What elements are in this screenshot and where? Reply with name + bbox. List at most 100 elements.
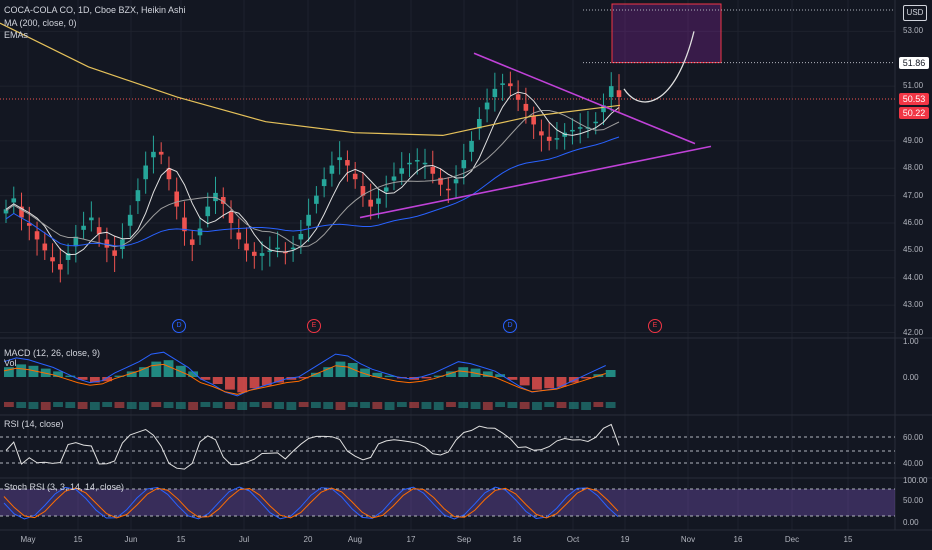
event-marker[interactable]: D — [172, 319, 186, 333]
macd-histogram-bar — [347, 363, 358, 377]
candle-body — [220, 197, 226, 204]
volume-bar — [28, 402, 39, 409]
time-tick: Nov — [680, 535, 696, 544]
symbol-title: COCA-COLA CO, 1D, Cboe BZX, Heikin Ashi — [4, 5, 186, 15]
macd-line — [3, 351, 606, 397]
volume-bar — [139, 402, 149, 410]
candle-body — [81, 225, 86, 230]
candle-body — [205, 206, 211, 217]
volume-bar — [433, 402, 444, 410]
volume-bar — [372, 402, 383, 409]
time-tick: Jun — [124, 535, 138, 544]
volume-bar — [482, 402, 493, 410]
macd-histogram-bar — [89, 377, 100, 383]
candle-body — [314, 195, 319, 204]
candle-body — [399, 168, 405, 174]
price-tick: 48.00 — [903, 163, 924, 173]
volume-bar — [212, 402, 223, 408]
macd-histogram-bar — [581, 377, 591, 379]
candle-body — [151, 151, 156, 158]
candle-body — [593, 121, 599, 124]
macd-histogram-bar — [556, 377, 567, 387]
event-marker[interactable]: D — [503, 319, 517, 333]
volume-bar — [102, 402, 113, 407]
candle-body — [570, 129, 575, 132]
macd-histogram-bar — [544, 377, 555, 389]
event-marker[interactable]: E — [648, 319, 662, 333]
candle-body — [244, 243, 249, 251]
volume-bar — [261, 402, 272, 408]
grid-lines — [0, 0, 932, 531]
volume-bar — [163, 402, 174, 408]
volume-bar — [495, 402, 506, 407]
triangle-upper-line — [473, 52, 696, 145]
macd-histogram-bar — [139, 367, 149, 377]
macd-histogram-bar — [446, 371, 456, 377]
candle-body — [104, 239, 110, 248]
ma-legend[interactable]: MA (200, close, 0) — [4, 18, 77, 28]
volume-bar — [556, 402, 567, 408]
volume-bar — [323, 402, 334, 409]
macd-histogram-bar — [458, 367, 469, 377]
candle-body — [290, 247, 296, 250]
projection-path — [623, 31, 695, 103]
volume-bar — [126, 402, 137, 409]
volume-bar — [568, 402, 579, 409]
macd-histogram-bar — [421, 377, 432, 379]
candle-body — [112, 250, 117, 256]
volume-bar — [16, 402, 27, 408]
price-tick: 51.00 — [903, 81, 924, 91]
candle-body — [515, 94, 521, 100]
macd-histogram-bar — [212, 377, 223, 384]
volume-bar — [40, 402, 51, 410]
price-tick: 43.00 — [903, 300, 924, 310]
volume-bar — [532, 402, 542, 410]
volume-bar — [4, 402, 14, 407]
time-tick: May — [20, 535, 36, 544]
candle-body — [65, 253, 71, 260]
time-tick: Dec — [784, 535, 800, 544]
candle-body — [329, 165, 335, 174]
stoch-title[interactable]: Stoch RSI (3, 3, 14, 14, close) — [4, 482, 125, 492]
rsi-title[interactable]: RSI (14, close) — [4, 419, 64, 429]
candle-body — [189, 239, 195, 245]
stoch-d-line — [3, 487, 619, 519]
candle-body — [616, 90, 622, 98]
candle-body — [422, 162, 428, 165]
candle-body — [89, 217, 94, 221]
candle-body — [477, 118, 482, 129]
vol-title[interactable]: Vol — [4, 358, 17, 368]
volume-bar — [200, 402, 211, 407]
candle-body — [368, 199, 373, 207]
macd-histogram-bar — [151, 361, 162, 377]
macd-title[interactable]: MACD (12, 26, close, 9) — [4, 348, 101, 358]
volume-bar — [249, 402, 260, 407]
volume-bar — [421, 402, 432, 409]
candle-body — [228, 212, 234, 224]
candle-body — [407, 162, 412, 165]
event-marker[interactable]: E — [307, 319, 321, 333]
candle-body — [469, 140, 474, 152]
ema-fast-line — [5, 91, 620, 256]
time-tick: Oct — [566, 535, 580, 544]
macd-histogram-bar — [384, 375, 395, 377]
candle-body — [601, 105, 606, 113]
volume-bar — [151, 402, 162, 407]
time-tick: Sep — [456, 535, 472, 544]
signal-line — [3, 363, 606, 395]
emas-legend[interactable]: EMAs — [4, 30, 29, 40]
price-tick: 44.00 — [903, 272, 924, 282]
volume-bar — [446, 402, 456, 407]
stoch-k-line — [3, 486, 619, 520]
candle-body — [554, 138, 560, 140]
candle-body — [360, 186, 366, 196]
currency-badge[interactable]: USD — [903, 5, 927, 21]
volume-bar — [298, 402, 309, 407]
macd-histogram-bar — [126, 371, 137, 377]
volume-bar — [396, 402, 407, 407]
candle-body — [267, 250, 273, 252]
macd-histogram-bar — [261, 377, 272, 386]
candle-body — [391, 176, 397, 181]
macd-histogram-bar — [77, 377, 88, 380]
